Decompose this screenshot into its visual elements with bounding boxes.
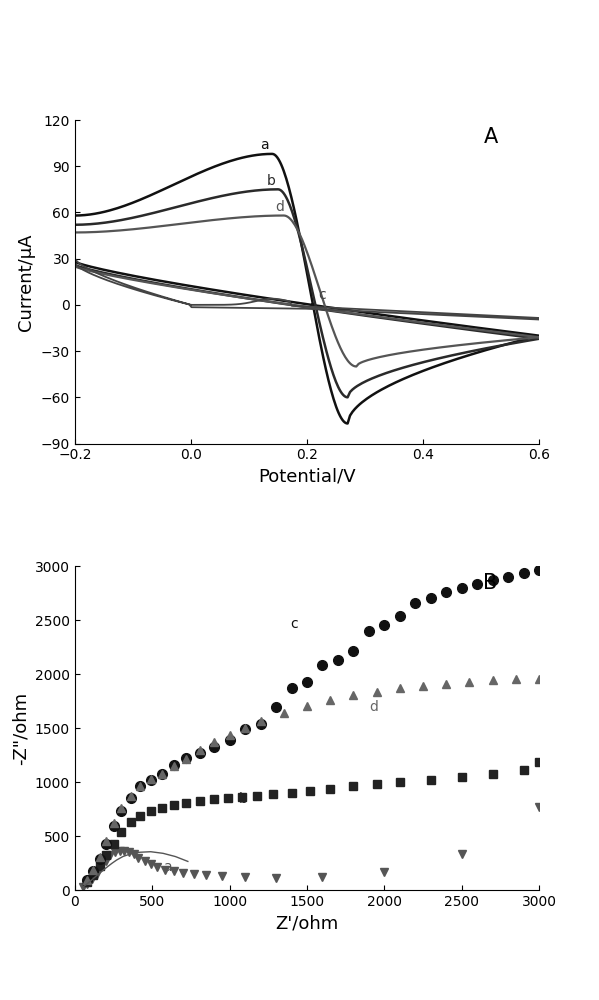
Y-axis label: -Z"/ohm: -Z"/ohm <box>11 692 29 765</box>
Text: c: c <box>290 617 298 631</box>
Text: A: A <box>483 127 498 147</box>
Text: d: d <box>369 700 378 714</box>
Text: c: c <box>319 288 326 302</box>
Text: b: b <box>239 792 248 806</box>
Text: a: a <box>261 138 269 152</box>
Text: d: d <box>275 200 284 214</box>
Text: b: b <box>267 174 276 188</box>
Y-axis label: Current/μA: Current/μA <box>17 233 35 331</box>
Text: B: B <box>483 573 498 593</box>
X-axis label: Potential/V: Potential/V <box>258 468 356 486</box>
Text: a: a <box>163 860 172 874</box>
X-axis label: Z'/ohm: Z'/ohm <box>276 914 338 932</box>
